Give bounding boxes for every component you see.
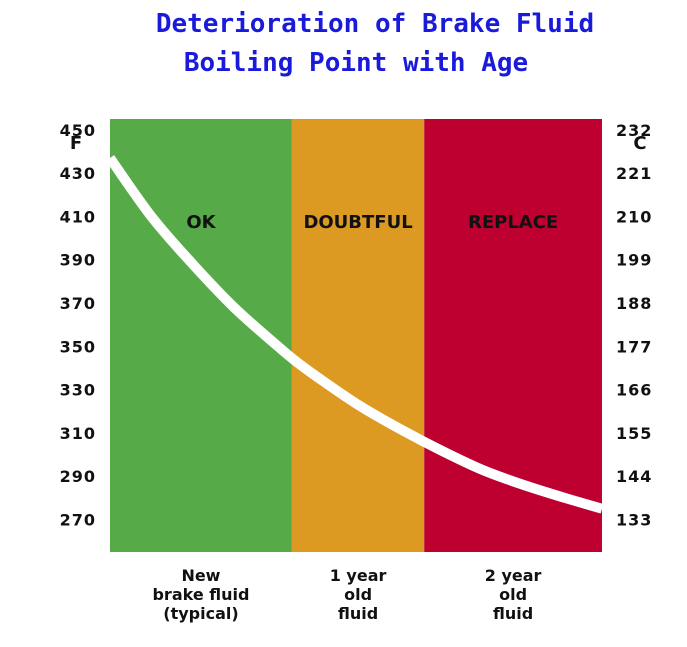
curve-layer bbox=[110, 155, 602, 514]
zone-label-replace: REPLACE bbox=[468, 212, 558, 233]
right-tick-label: 166 bbox=[616, 381, 652, 400]
zone-labels-layer: OK DOUBTFUL REPLACE bbox=[186, 212, 558, 233]
right-axis-unit-label: C bbox=[633, 133, 646, 154]
right-tick-label: 188 bbox=[616, 294, 652, 313]
category-label-line: 1 year bbox=[330, 566, 387, 585]
left-tick-label: 270 bbox=[60, 511, 96, 530]
right-tick-label: 144 bbox=[616, 467, 652, 486]
zone-doubtful bbox=[291, 119, 425, 552]
right-tick-label: 232 bbox=[616, 121, 652, 140]
right-tick-label: 177 bbox=[616, 337, 652, 356]
left-tick-label: 390 bbox=[60, 251, 96, 270]
chart-title-line-1: Deterioration of Brake Fluid bbox=[156, 9, 594, 39]
right-tick-label: 155 bbox=[616, 424, 652, 443]
right-tick-label: 210 bbox=[616, 207, 652, 226]
category-label-line: (typical) bbox=[163, 604, 238, 623]
right-tick-label: 221 bbox=[616, 164, 652, 183]
category-label-line: New bbox=[181, 566, 220, 585]
zone-replace bbox=[424, 119, 602, 552]
chart-title-line-2: Boiling Point with Age bbox=[184, 48, 528, 78]
category-label-line: brake fluid bbox=[152, 585, 249, 604]
category-label-line: 2 year bbox=[485, 566, 542, 585]
zone-label-doubtful: DOUBTFUL bbox=[303, 212, 412, 233]
category-label-line: fluid bbox=[338, 604, 378, 623]
left-tick-label: 290 bbox=[60, 467, 96, 486]
left-tick-label: 370 bbox=[60, 294, 96, 313]
left-tick-label: 410 bbox=[60, 207, 96, 226]
left-tick-label: 430 bbox=[60, 164, 96, 183]
category-label-line: fluid bbox=[493, 604, 533, 623]
left-tick-label: 330 bbox=[60, 381, 96, 400]
category-label-line: old bbox=[499, 585, 527, 604]
zone-label-ok: OK bbox=[186, 212, 216, 233]
right-axis-ticks: 232 221 210 199 188 177 166 155 144 133 bbox=[616, 121, 652, 530]
boiling-point-curve bbox=[110, 155, 602, 514]
left-axis-ticks: 450 430 410 390 370 350 330 310 290 270 bbox=[60, 121, 96, 530]
left-tick-label: 450 bbox=[60, 121, 96, 140]
left-tick-label: 350 bbox=[60, 337, 96, 356]
right-tick-label: 133 bbox=[616, 511, 652, 530]
right-tick-label: 199 bbox=[616, 251, 652, 270]
left-axis-unit-label: F bbox=[70, 133, 82, 154]
left-tick-label: 310 bbox=[60, 424, 96, 443]
category-label-line: old bbox=[344, 585, 372, 604]
